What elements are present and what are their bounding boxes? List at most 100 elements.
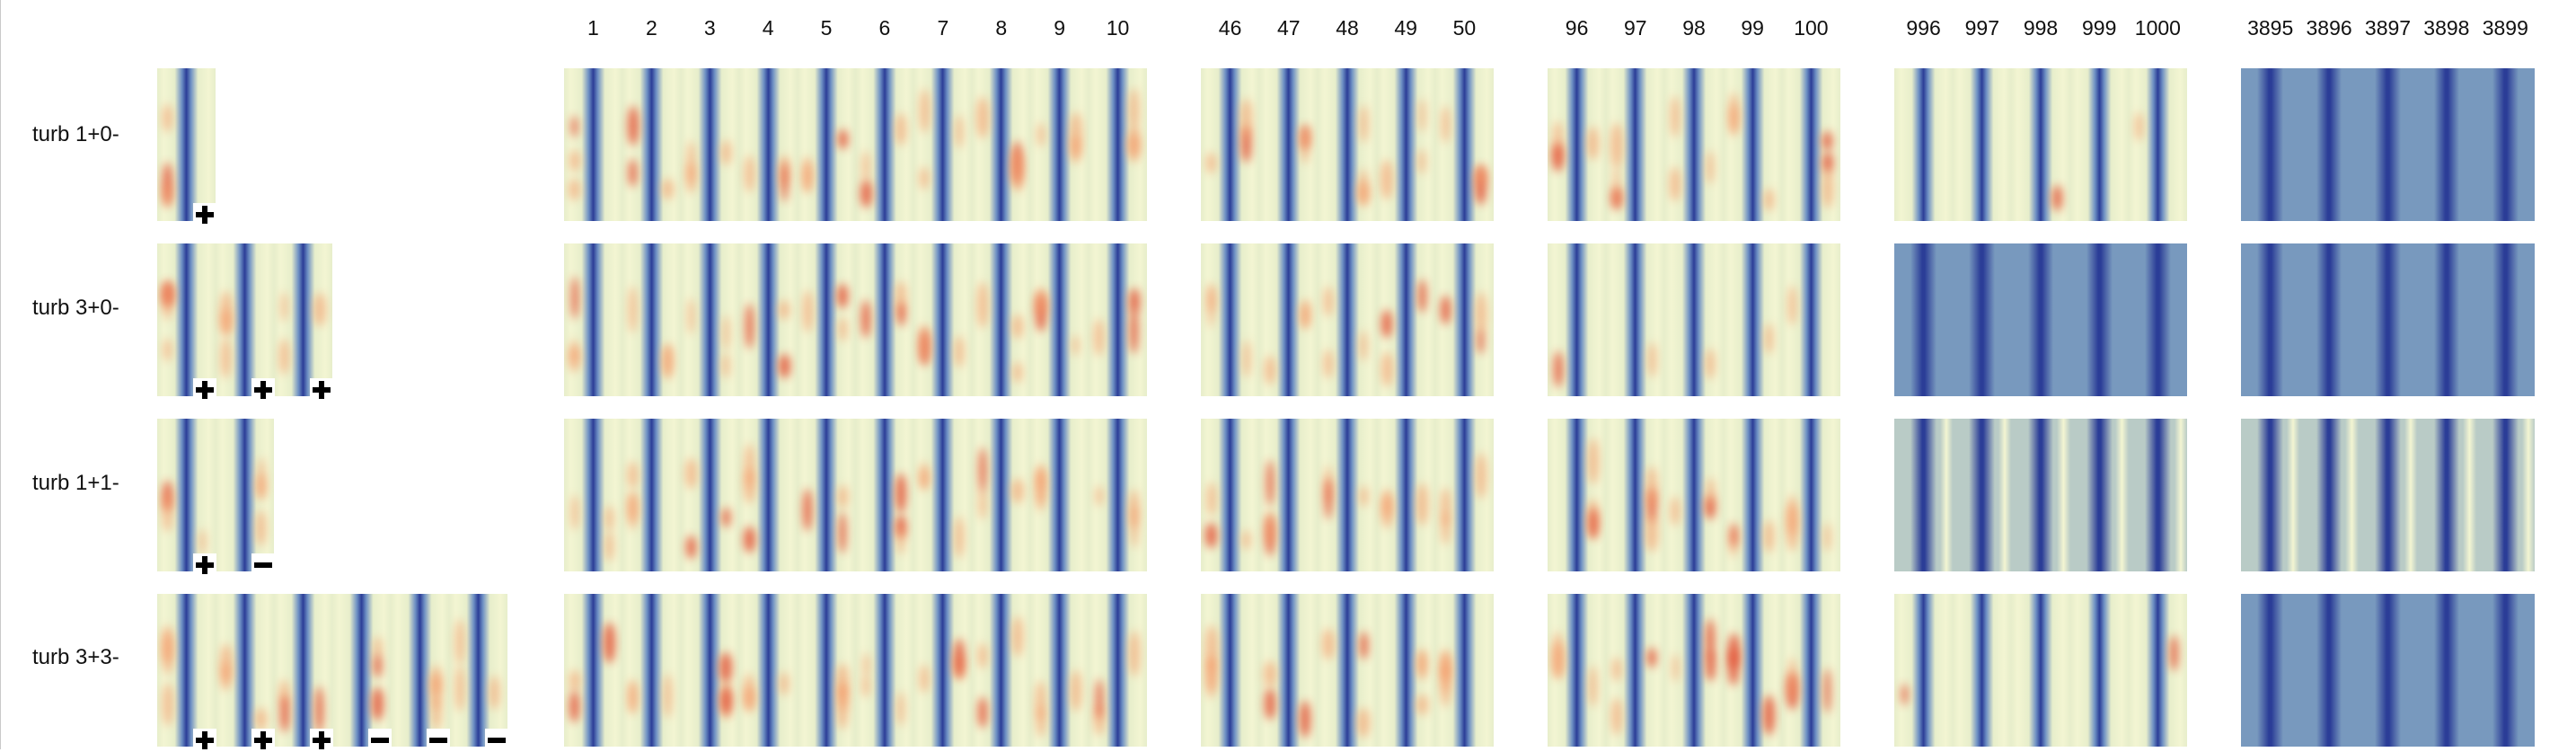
velocity-streak — [1646, 648, 1657, 668]
velocity-streak — [744, 674, 755, 709]
velocity-streak — [1822, 167, 1833, 209]
velocity-streak — [686, 140, 696, 184]
velocity-streak — [372, 686, 384, 721]
time-label: 10 — [1106, 16, 1130, 40]
velocity-streak — [1129, 307, 1139, 355]
velocity-streak — [1070, 112, 1082, 157]
velocity-streak — [629, 681, 637, 714]
time-label: 96 — [1565, 16, 1589, 40]
velocity-streak — [1359, 631, 1368, 659]
streak-stripe — [1894, 68, 1954, 221]
time-label: 2 — [645, 16, 657, 40]
streak-stripe — [2316, 594, 2342, 747]
streak-stripe — [157, 243, 216, 396]
velocity-streak — [1129, 87, 1140, 133]
velocity-streak — [162, 281, 173, 320]
streak-light — [2404, 419, 2418, 571]
velocity-streak — [279, 338, 290, 375]
streak-stripe — [2492, 243, 2519, 396]
velocity-streak — [1095, 486, 1103, 507]
time-label: 9 — [1054, 16, 1066, 40]
velocity-streak — [1672, 653, 1679, 683]
velocity-streak — [1359, 169, 1369, 208]
velocity-streak — [1036, 704, 1045, 738]
velocity-streak — [1360, 331, 1368, 361]
streak-stripe — [1664, 243, 1724, 396]
time-label: 3899 — [2482, 16, 2528, 40]
velocity-streak — [161, 625, 174, 663]
streak-stripe — [2257, 68, 2284, 221]
velocity-streak — [955, 115, 964, 149]
velocity-streak — [919, 89, 930, 134]
velocity-streak — [1381, 309, 1393, 338]
time-label: 999 — [2082, 16, 2117, 40]
velocity-streak — [1822, 130, 1833, 152]
plus-marker — [251, 378, 275, 402]
time-label: 7 — [937, 16, 949, 40]
snapshot-panel — [1894, 594, 2187, 747]
streak-stripe — [2145, 243, 2171, 396]
velocity-streak — [1416, 482, 1429, 526]
velocity-streak — [2170, 634, 2179, 671]
velocity-streak — [1645, 466, 1658, 510]
velocity-streak — [722, 314, 730, 350]
velocity-streak — [1477, 330, 1485, 355]
time-label: 97 — [1624, 16, 1647, 40]
streak-stripe — [1664, 419, 1724, 571]
streak-stripe — [738, 68, 798, 221]
streak-stripe — [2492, 419, 2519, 571]
velocity-streak — [1205, 522, 1217, 549]
snapshot-panel — [2241, 419, 2535, 571]
velocity-streak — [2134, 111, 2144, 141]
velocity-streak — [684, 457, 697, 489]
snapshot-panel — [1894, 68, 2187, 221]
streak-stripe — [1910, 419, 1936, 571]
velocity-streak — [256, 510, 266, 547]
velocity-streak — [281, 292, 288, 323]
velocity-streak — [1764, 323, 1774, 355]
velocity-streak — [1552, 143, 1565, 173]
snapshot-panel — [1548, 594, 1840, 747]
time-label: 3897 — [2364, 16, 2412, 40]
velocity-streak — [895, 281, 906, 314]
velocity-streak — [220, 308, 232, 336]
velocity-streak — [743, 526, 756, 553]
time-label: 1 — [587, 16, 599, 40]
velocity-streak — [1036, 680, 1046, 721]
time-label: 47 — [1277, 16, 1301, 40]
velocity-streak — [1381, 351, 1393, 387]
velocity-streak — [1418, 99, 1426, 133]
velocity-streak — [374, 637, 382, 659]
velocity-streak — [719, 651, 733, 683]
velocity-streak — [1322, 629, 1335, 660]
velocity-streak — [1787, 657, 1797, 701]
velocity-streak — [860, 180, 872, 208]
streak-light — [2463, 419, 2476, 571]
velocity-streak — [662, 344, 674, 377]
velocity-streak — [1357, 707, 1371, 738]
velocity-streak — [1418, 148, 1426, 174]
velocity-streak — [1647, 341, 1656, 377]
streak-light — [2174, 419, 2187, 571]
streak-stripe — [622, 594, 681, 747]
streak-stripe — [1723, 243, 1782, 396]
velocity-streak — [1823, 668, 1831, 713]
velocity-streak — [1671, 496, 1680, 526]
velocity-streak — [837, 685, 849, 730]
time-label: 996 — [1906, 16, 1941, 40]
snapshot-panel — [564, 243, 1147, 396]
velocity-streak — [279, 695, 289, 733]
velocity-streak — [979, 488, 986, 519]
velocity-streak — [861, 300, 870, 339]
snapshot-panel — [1548, 68, 1840, 221]
velocity-streak — [221, 662, 232, 692]
velocity-streak — [861, 674, 870, 697]
plus-marker — [193, 203, 216, 226]
velocity-streak — [954, 517, 965, 559]
velocity-streak — [1587, 126, 1600, 160]
velocity-streak — [1206, 482, 1216, 517]
velocity-streak — [1610, 122, 1623, 168]
snapshot-panel — [2241, 243, 2535, 396]
velocity-streak — [861, 150, 870, 183]
velocity-streak — [1206, 152, 1217, 174]
